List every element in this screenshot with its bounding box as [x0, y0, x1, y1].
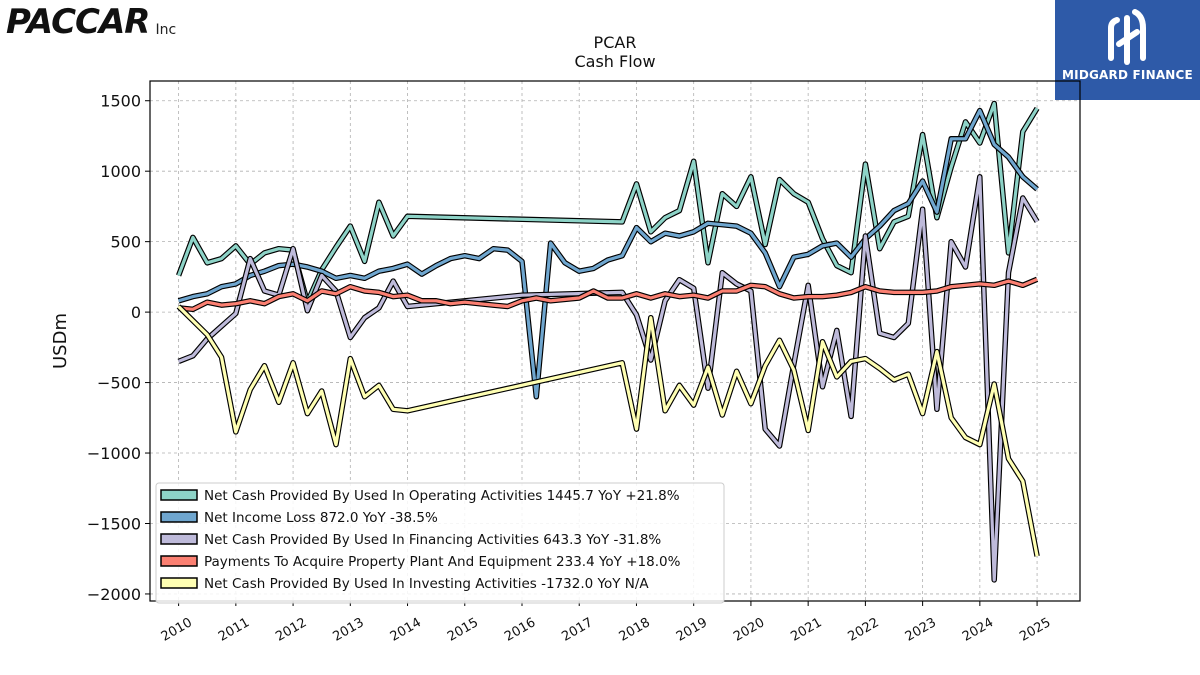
x-tick-label: 2025 — [1017, 615, 1053, 645]
x-tick-label: 2022 — [846, 615, 882, 645]
company-logo: PACCAR Inc — [6, 2, 176, 42]
y-tick-label: −1000 — [87, 444, 141, 463]
x-tick-label: 2013 — [330, 615, 366, 645]
legend-swatch — [160, 577, 198, 589]
y-tick-label: 500 — [110, 233, 141, 252]
legend-box — [155, 482, 725, 604]
x-tick-label: 2019 — [674, 615, 710, 645]
y-tick-label: 0 — [131, 303, 141, 322]
series-line-2 — [177, 174, 1040, 583]
legend-swatch — [160, 555, 198, 567]
y-tick-label: −1500 — [87, 514, 141, 533]
publisher-badge: MIDGARD FINANCE — [1055, 0, 1200, 100]
series-stroke — [177, 305, 1039, 557]
series-layer — [176, 100, 1040, 583]
logo-wordmark: PACCAR — [6, 2, 150, 42]
series-line-1 — [177, 107, 1039, 400]
publisher-name: MIDGARD FINANCE — [1062, 68, 1193, 82]
y-tick-label: 1000 — [100, 162, 141, 181]
y-tick-label: 1500 — [100, 92, 141, 111]
y-axis-label: USDm — [50, 313, 71, 369]
legend-entry: Net Cash Provided By Used In Operating A… — [204, 488, 680, 504]
x-tick-label: 2014 — [388, 615, 424, 645]
x-axis: 2010 2011 2012 2013 2014 2015 2016 2017 2018 2019… — [159, 601, 1053, 645]
series-stroke — [178, 277, 1038, 311]
x-tick-label: 2011 — [216, 615, 252, 645]
x-tick-label: 2023 — [903, 615, 939, 645]
x-tick-label: 2020 — [731, 615, 767, 645]
series-line-4 — [176, 304, 1040, 557]
legend-swatch — [160, 511, 198, 523]
x-tick-label: 2018 — [617, 615, 653, 645]
chart-title-block: PCAR Cash Flow — [150, 33, 1080, 71]
legend-swatch — [160, 533, 198, 545]
legend-entry: Net Cash Provided By Used In Financing A… — [204, 532, 661, 548]
x-tick-label: 2012 — [273, 615, 309, 645]
chart-subtitle: Cash Flow — [574, 52, 656, 71]
x-tick-label: 2016 — [502, 615, 538, 645]
x-tick-label: 2010 — [159, 615, 195, 645]
chart-title: PCAR — [593, 33, 637, 52]
series-stroke — [178, 109, 1039, 399]
y-axis: −2000 −1500 −1000 −500 0 500 1000 1500 — [87, 92, 150, 604]
legend: Net Cash Provided By Used In Operating A… — [155, 482, 725, 604]
legend-entry: Payments To Acquire Property Plant And E… — [204, 554, 681, 570]
series-line-3 — [178, 276, 1039, 313]
legend-swatch — [160, 489, 198, 501]
logo-suffix: Inc — [155, 22, 177, 38]
x-tick-label: 2024 — [960, 615, 996, 645]
x-tick-label: 2021 — [788, 615, 824, 645]
series-line-0 — [176, 100, 1040, 305]
midgard-emblem-icon — [1108, 9, 1146, 65]
series-outline — [177, 107, 1039, 400]
x-tick-label: 2017 — [559, 615, 595, 645]
legend-entry: Net Income Loss 872.0 YoY -38.5% — [204, 510, 438, 526]
y-tick-label: −500 — [97, 374, 141, 393]
legend-entry: Net Cash Provided By Used In Investing A… — [204, 576, 649, 592]
y-tick-label: −2000 — [87, 585, 141, 604]
series-stroke — [178, 175, 1039, 582]
series-stroke — [177, 101, 1039, 304]
x-tick-label: 2015 — [445, 615, 481, 645]
